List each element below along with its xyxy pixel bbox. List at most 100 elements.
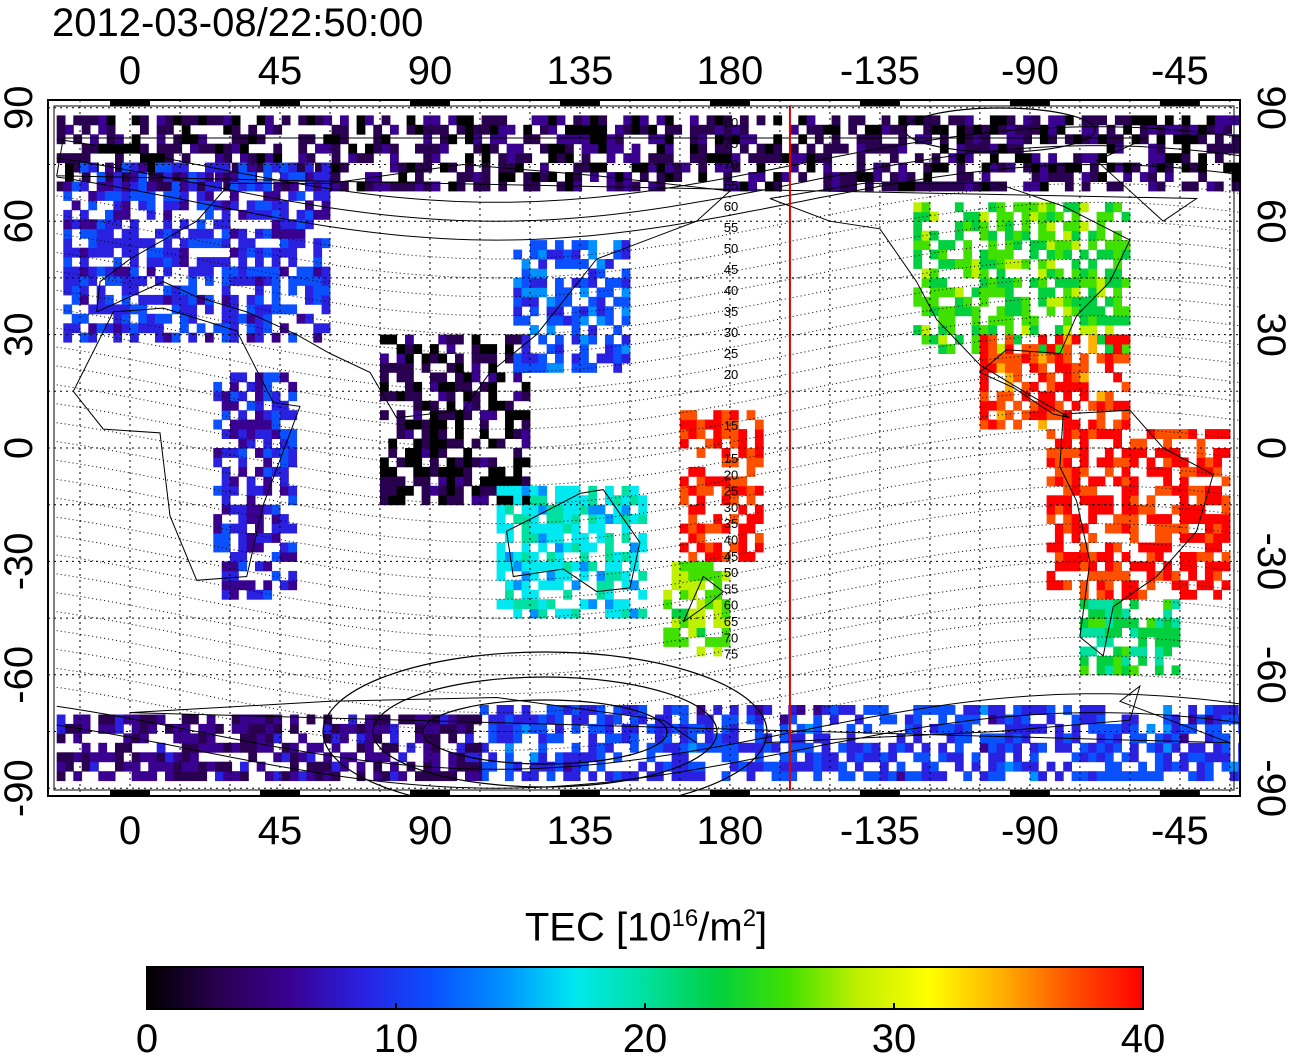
tec-cell [238,419,248,430]
tec-cell [738,523,748,534]
tec-cell [1096,476,1106,487]
tec-cell [679,723,689,734]
tec-cell [588,771,598,782]
tec-cell [238,438,248,449]
tec-cell [748,181,758,192]
tec-cell [1104,362,1114,373]
tec-cell [1104,655,1114,666]
tec-cell [546,533,556,543]
tec-cell [280,172,289,182]
tec-cell [1213,723,1222,734]
tec-cell [1031,115,1041,126]
tec-cell [1071,752,1081,763]
tec-cell [596,306,606,317]
tec-cell [1004,344,1014,354]
tec-cell [455,419,464,430]
tec-cell [979,733,989,744]
tec-cell [396,457,406,468]
tec-cell [71,247,81,258]
tec-cell [954,202,964,213]
tec-cell [1046,761,1056,772]
tec-cell [1088,723,1097,734]
tec-cell [240,714,249,725]
tec-cell [1189,181,1199,192]
tec-cell [788,714,798,725]
tec-cell [1088,627,1097,638]
tec-cell [1163,466,1172,477]
tec-cell [1138,646,1147,657]
tec-cell [754,714,764,725]
tec-cell [171,181,181,192]
tec-cell [1088,419,1097,430]
tec-cell [446,476,456,487]
tec-cell [896,733,906,744]
tec-cell [1104,523,1114,534]
tec-cell [505,752,514,763]
tec-cell [455,362,464,373]
tec-cell [138,323,148,334]
tec-cell [954,714,964,725]
tec-cell [904,714,914,725]
tec-cell [396,353,406,364]
tec-cell [721,495,731,506]
tec-cell [198,143,208,154]
tec-cell [546,514,556,524]
tec-cell [198,723,208,734]
tec-cell [1138,589,1147,600]
tec-cell [148,172,158,182]
mlat-label: 80 [724,115,738,130]
tec-cell [280,429,289,439]
tec-cell [656,172,666,182]
tec-cell [590,172,599,182]
tec-cell [555,259,564,269]
tec-cell [588,742,598,753]
tec-cell [205,191,214,201]
lon-tick-top-mark [1009,100,1050,106]
tec-cell [613,705,623,715]
colorbar-ticks: 0 10 20 30 40 [136,1003,1165,1057]
tec-cell [248,714,258,725]
tec-cell [729,542,739,553]
tec-cell [731,124,741,135]
tec-cell [271,570,281,581]
tec-cell [1071,268,1081,279]
tec-cell [405,344,414,354]
tec-cell [964,181,974,192]
tec-cell [1121,514,1131,524]
tec-cell [80,294,89,305]
tec-cell [255,294,264,305]
tec-cell [238,257,248,267]
tec-cell [996,400,1006,411]
tec-cell [588,523,598,534]
tec-cell [1096,742,1106,753]
tec-cell [438,410,448,421]
tec-cell [131,134,141,145]
tec-cell [746,523,756,534]
tec-cell [688,485,698,496]
tec-cell [679,618,689,628]
tec-cell [305,209,314,220]
tec-cell [98,742,108,753]
tec-cell [221,257,231,267]
colorbar-tick-label: 30 [872,1017,917,1057]
tec-cell [1104,618,1114,628]
tec-cell [513,391,523,402]
tec-cell [81,172,91,182]
tec-cell [1063,514,1072,524]
tec-cell [1021,353,1031,364]
tec-cell [1089,153,1099,164]
tec-cell [571,533,581,543]
tec-cell [265,124,274,135]
tec-cell [1206,143,1216,154]
tec-cell [1023,181,1032,192]
tec-cell [1089,124,1099,135]
tec-cell [1171,580,1181,591]
tec-cell [521,570,531,581]
tec-cell [281,115,291,126]
tec-cell [1146,466,1156,477]
tec-cell [623,115,633,126]
tec-cell [738,485,748,496]
tec-cell [255,514,264,524]
tec-cell [88,247,98,258]
tec-cell [1054,552,1064,562]
